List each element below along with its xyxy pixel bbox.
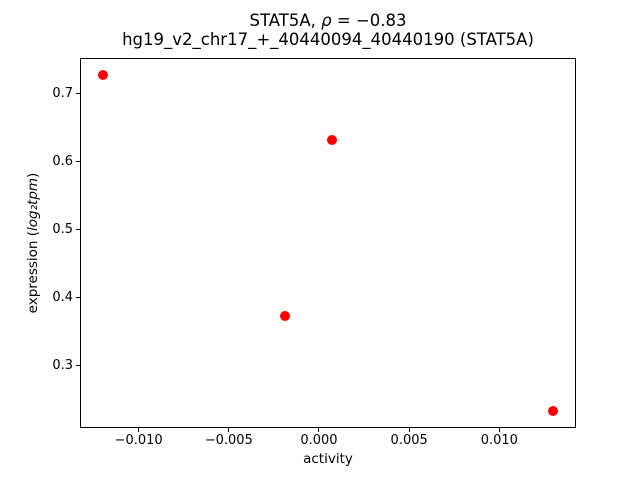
x-tick-label: −0.005: [204, 433, 253, 448]
y-tick-label: 0.4: [52, 289, 73, 305]
y-tick-mark: [76, 161, 80, 163]
x-tick-mark: [498, 428, 500, 432]
plot-area: [80, 58, 576, 428]
x-tick-mark: [228, 428, 230, 432]
y-tick-label: 0.6: [52, 153, 73, 169]
x-tick-mark: [318, 428, 320, 432]
chart-title-line1: STAT5A, ρ = −0.83: [80, 11, 576, 30]
y-tick-label: 0.5: [52, 221, 73, 237]
title-rho-symbol: ρ: [321, 11, 332, 30]
y-tick-mark: [76, 93, 80, 95]
data-point: [97, 69, 108, 80]
chart-title: STAT5A, ρ = −0.83 hg19_v2_chr17_+_404400…: [80, 11, 576, 49]
y-tick-label: 0.3: [52, 357, 73, 373]
data-point: [548, 406, 559, 417]
y-axis-label: expression (log₂tpm): [25, 173, 41, 314]
y-axis-label-prefix: expression (: [25, 230, 41, 314]
y-tick-mark: [76, 297, 80, 299]
x-tick-label: 0.000: [300, 433, 338, 448]
y-axis-label-suffix: ): [25, 172, 41, 178]
y-tick-label: 0.7: [52, 85, 73, 101]
x-tick-mark: [138, 428, 140, 432]
title-rho-value: = −0.83: [331, 11, 407, 30]
x-tick-mark: [408, 428, 410, 432]
title-gene-label: STAT5A,: [249, 11, 322, 30]
x-tick-label: 0.010: [480, 433, 518, 448]
x-tick-label: 0.005: [390, 433, 428, 448]
y-tick-mark: [76, 365, 80, 367]
x-axis-label: activity: [303, 451, 353, 467]
y-tick-mark: [76, 229, 80, 231]
data-point: [279, 310, 290, 321]
x-tick-label: −0.010: [114, 433, 163, 448]
chart-title-line2: hg19_v2_chr17_+_40440094_40440190 (STAT5…: [122, 30, 534, 49]
y-axis-label-math: log₂tpm: [25, 177, 41, 231]
data-point: [326, 135, 337, 146]
